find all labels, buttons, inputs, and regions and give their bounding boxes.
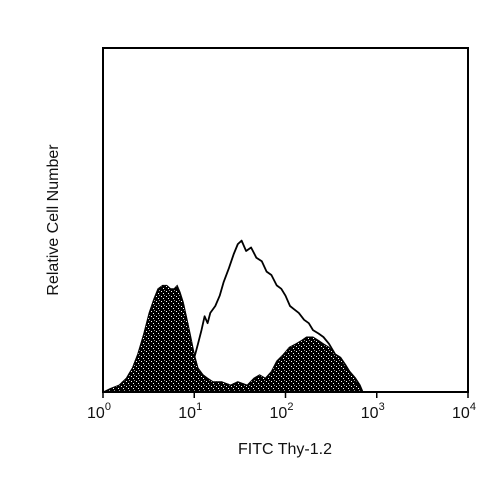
series-1-filled-histogram — [103, 284, 364, 392]
x-tick-layer: 100 101 102 103 104 — [87, 392, 476, 422]
x-tick-label: 101 — [178, 401, 202, 422]
x-tick-label: 103 — [361, 401, 385, 422]
x-tick-exponent: 2 — [287, 401, 293, 413]
x-tick-label: 102 — [270, 401, 294, 422]
series-2-outline-histogram — [193, 239, 364, 392]
x-tick-base: 10 — [452, 405, 470, 422]
y-axis-label: Relative Cell Number — [45, 144, 62, 296]
x-tick-base: 10 — [87, 405, 105, 422]
x-tick-exponent: 0 — [105, 401, 111, 413]
x-tick-exponent: 1 — [196, 401, 202, 413]
x-tick-label: 104 — [452, 401, 476, 422]
series-layer — [103, 239, 364, 392]
x-axis-label: FITC Thy-1.2 — [238, 441, 332, 458]
x-tick-label: 100 — [87, 401, 111, 422]
x-tick-exponent: 4 — [470, 401, 476, 413]
x-tick-exponent: 3 — [379, 401, 385, 413]
x-tick-base: 10 — [178, 405, 196, 422]
x-tick-base: 10 — [270, 405, 288, 422]
x-tick-base: 10 — [361, 405, 379, 422]
